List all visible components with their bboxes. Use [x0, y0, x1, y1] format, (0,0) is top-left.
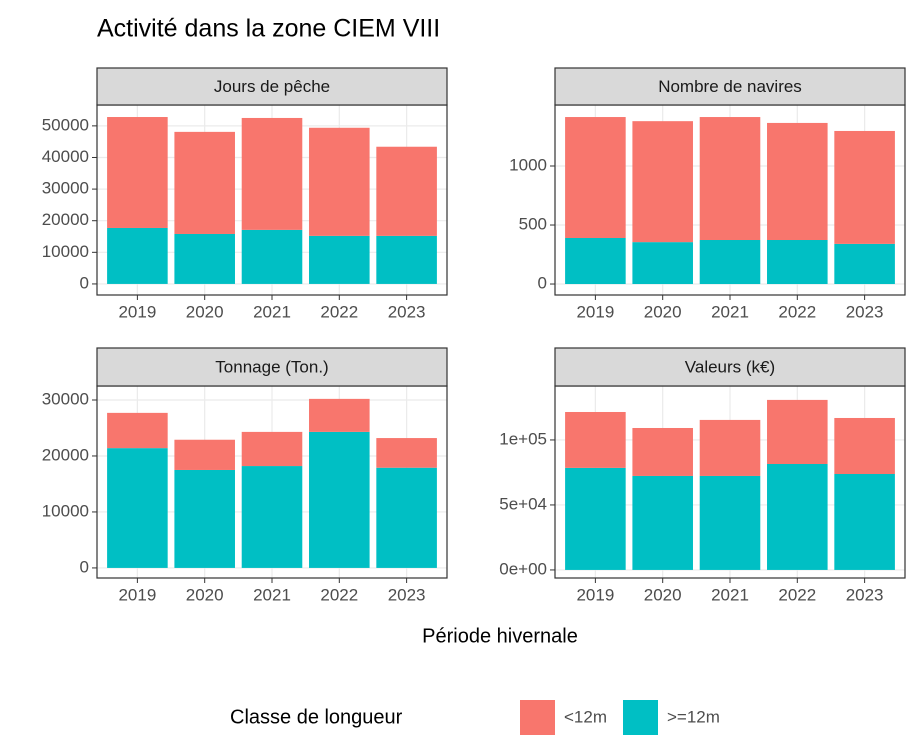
bar: [376, 438, 437, 468]
x-tick-label: 2019: [576, 585, 614, 604]
x-tick-label: 2023: [388, 585, 426, 604]
bar: [309, 431, 370, 568]
y-tick-label: 40000: [42, 147, 89, 166]
y-tick-label: 0: [80, 273, 89, 292]
bar: [767, 122, 828, 241]
bar: [309, 127, 370, 236]
x-tick-label: 2023: [846, 302, 884, 321]
bar: [565, 467, 626, 570]
x-tick-label: 2021: [711, 302, 749, 321]
x-tick-label: 2023: [388, 302, 426, 321]
y-tick-label: 30000: [42, 179, 89, 198]
bar: [241, 431, 303, 467]
strip: [554, 347, 906, 387]
bar: [632, 121, 693, 243]
x-axis-label: Période hivernale: [422, 625, 578, 647]
strip-label: Nombre de navires: [658, 77, 802, 96]
bar: [834, 417, 895, 475]
y-tick-label: 0e+00: [499, 559, 547, 578]
strip-label: Valeurs (k€): [685, 357, 775, 376]
chart-title: Activité dans la zone CIEM VIII: [97, 15, 440, 43]
legend-label: <12m: [564, 707, 607, 726]
y-tick-label: 500: [519, 215, 547, 234]
bar: [376, 146, 437, 236]
y-tick-label: 0: [538, 274, 547, 293]
x-tick-label: 2022: [778, 585, 816, 604]
legend-label: >=12m: [667, 707, 720, 726]
bar: [174, 439, 235, 470]
bar: [107, 412, 168, 449]
bar: [767, 399, 828, 464]
bar: [565, 117, 626, 238]
bar: [632, 427, 693, 476]
bar: [699, 117, 761, 241]
bar: [241, 117, 303, 230]
bar: [632, 242, 693, 285]
x-tick-label: 2021: [253, 302, 291, 321]
bar: [174, 469, 235, 568]
strip: [96, 347, 448, 387]
x-tick-label: 2020: [186, 585, 224, 604]
bar: [309, 398, 370, 432]
y-tick-label: 50000: [42, 115, 89, 134]
strip: [96, 67, 448, 106]
bar: [107, 117, 168, 228]
x-tick-label: 2021: [711, 585, 749, 604]
bar: [834, 130, 895, 244]
bar: [767, 463, 828, 570]
bar: [376, 467, 437, 568]
bar: [834, 474, 895, 570]
x-tick-label: 2019: [118, 585, 156, 604]
legend-title: Classe de longueur: [230, 706, 403, 728]
y-tick-label: 10000: [42, 501, 89, 520]
x-tick-label: 2023: [846, 585, 884, 604]
strip: [554, 67, 906, 106]
y-tick-label: 20000: [42, 210, 89, 229]
bar: [241, 466, 303, 568]
x-tick-label: 2021: [253, 585, 291, 604]
bar: [699, 475, 761, 570]
x-tick-label: 2020: [644, 302, 682, 321]
bar: [767, 240, 828, 285]
bar: [699, 419, 761, 476]
legend-key: [520, 700, 555, 735]
bar: [632, 475, 693, 570]
x-tick-label: 2022: [778, 302, 816, 321]
x-tick-label: 2020: [644, 585, 682, 604]
bar: [565, 411, 626, 468]
bar: [565, 238, 626, 285]
x-tick-label: 2019: [118, 302, 156, 321]
y-tick-label: 0: [80, 557, 89, 576]
bar: [107, 227, 168, 284]
bar: [174, 131, 235, 234]
y-tick-label: 1e+05: [499, 429, 547, 448]
x-tick-label: 2022: [320, 585, 358, 604]
bar: [174, 233, 235, 284]
bar: [107, 448, 168, 568]
strip-label: Jours de pêche: [214, 77, 330, 96]
y-tick-label: 20000: [42, 445, 89, 464]
legend-key: [623, 700, 658, 735]
bar: [699, 240, 761, 285]
y-tick-label: 30000: [42, 389, 89, 408]
bar: [376, 235, 437, 284]
bar: [834, 243, 895, 285]
bar: [241, 229, 303, 284]
x-tick-label: 2022: [320, 302, 358, 321]
bar: [309, 235, 370, 284]
y-tick-label: 10000: [42, 242, 89, 261]
x-tick-label: 2019: [576, 302, 614, 321]
strip-label: Tonnage (Ton.): [215, 357, 328, 376]
y-tick-label: 5e+04: [499, 494, 547, 513]
y-tick-label: 1000: [509, 155, 547, 174]
x-tick-label: 2020: [186, 302, 224, 321]
